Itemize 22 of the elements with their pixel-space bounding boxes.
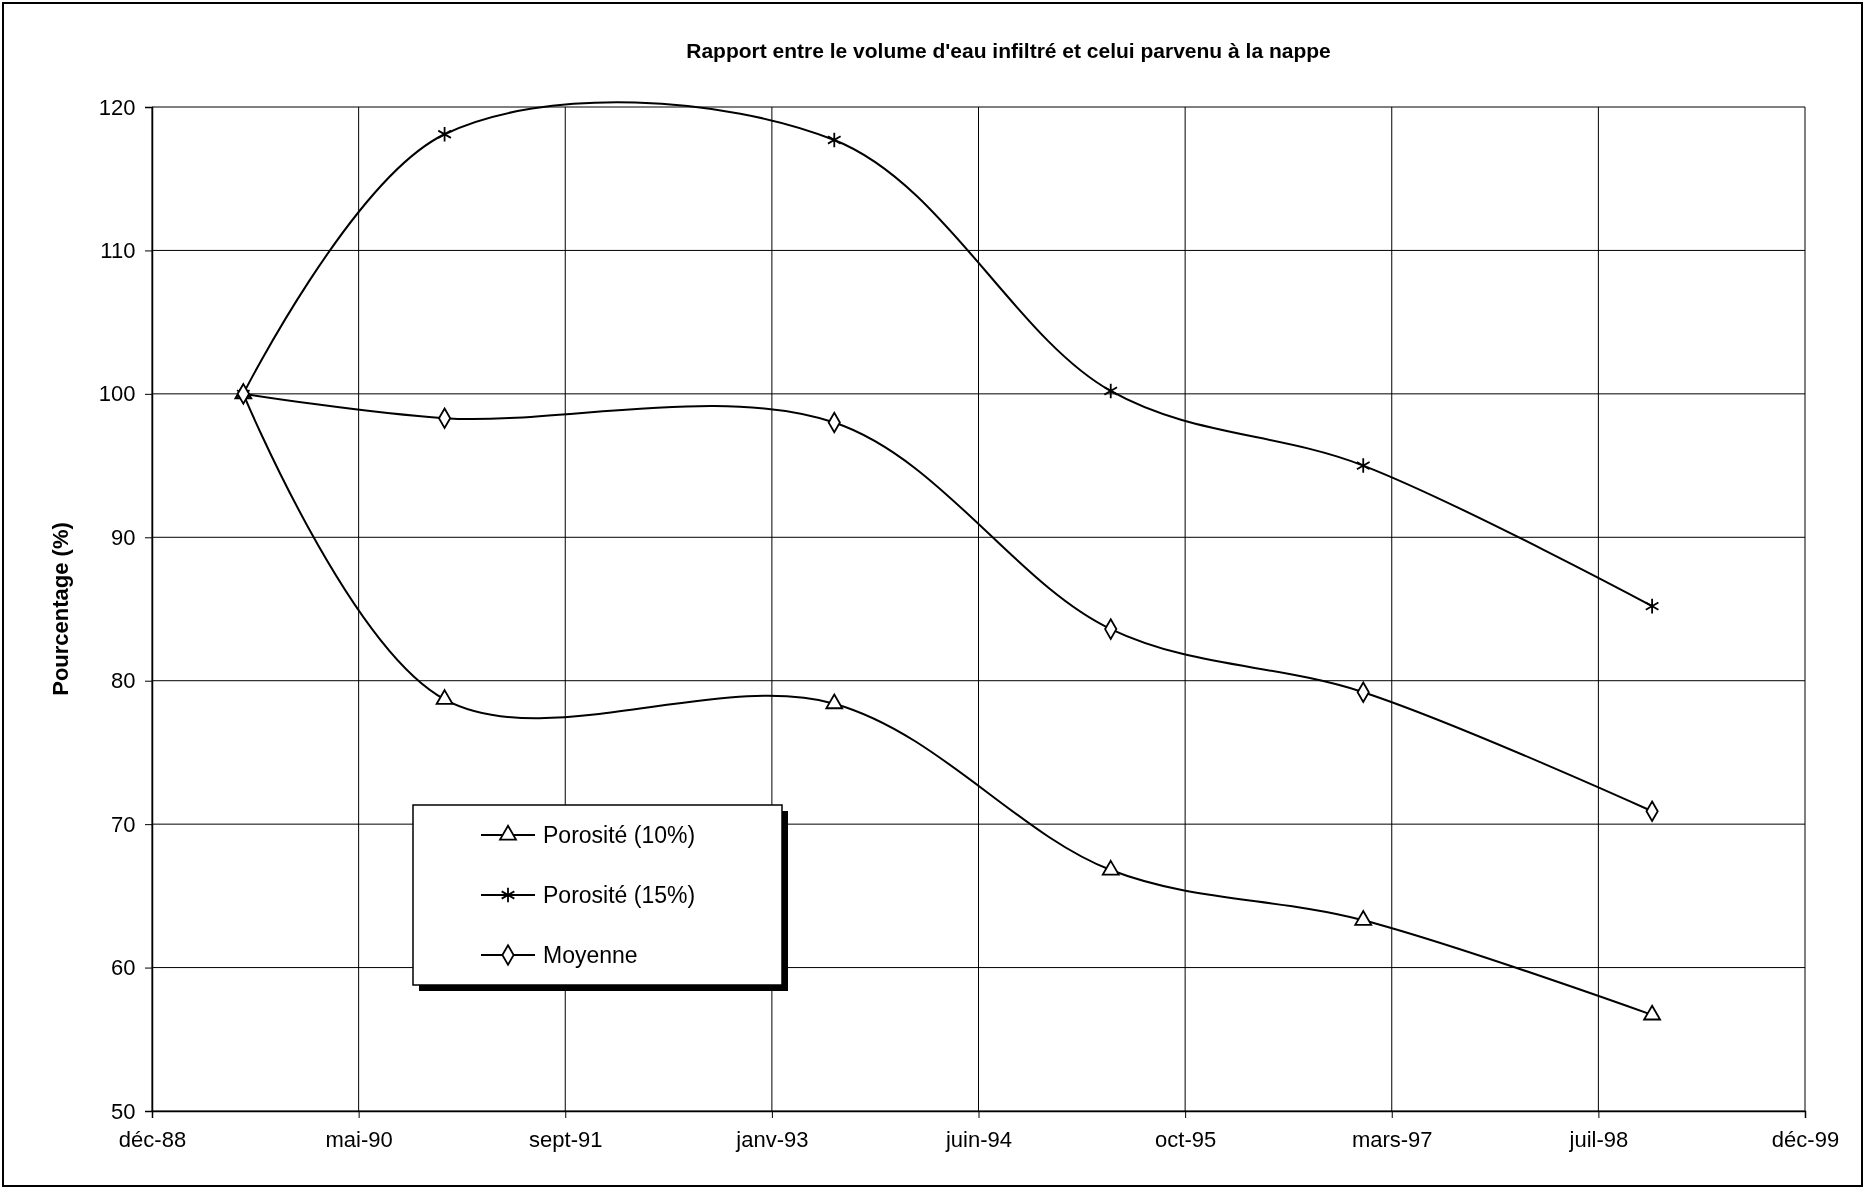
- y-tick-label: 100: [98, 381, 136, 407]
- y-tick-label: 90: [110, 524, 136, 550]
- x-tick-label: mars-97: [1351, 1127, 1433, 1153]
- x-tick-label: oct-95: [1155, 1127, 1217, 1153]
- y-tick-label: 110: [100, 237, 136, 263]
- legend-label: Porosité (10%): [543, 822, 696, 848]
- y-tick-label: 60: [110, 955, 136, 981]
- y-tick-label: 50: [110, 1098, 136, 1124]
- x-tick-label: sept-91: [529, 1127, 603, 1153]
- legend-label: Moyenne: [543, 942, 638, 968]
- y-tick-label: 80: [110, 668, 136, 694]
- x-tick-label: janv-93: [735, 1127, 809, 1153]
- x-tick-label: mai-90: [325, 1127, 393, 1153]
- x-tick-label: déc-99: [1771, 1127, 1840, 1153]
- x-tick-label: déc-88: [118, 1127, 187, 1153]
- x-tick-label: juil-98: [1568, 1127, 1629, 1153]
- legend-label: Porosité (15%): [543, 882, 696, 908]
- y-axis-title: Pourcentage (%): [48, 522, 73, 696]
- chart-title: Rapport entre le volume d'eau infiltré et celui parvenu à la nappe: [686, 39, 1331, 62]
- y-tick-label: 120: [98, 94, 136, 120]
- x-tick-label: juin-94: [944, 1127, 1013, 1153]
- y-tick-label: 70: [110, 811, 136, 837]
